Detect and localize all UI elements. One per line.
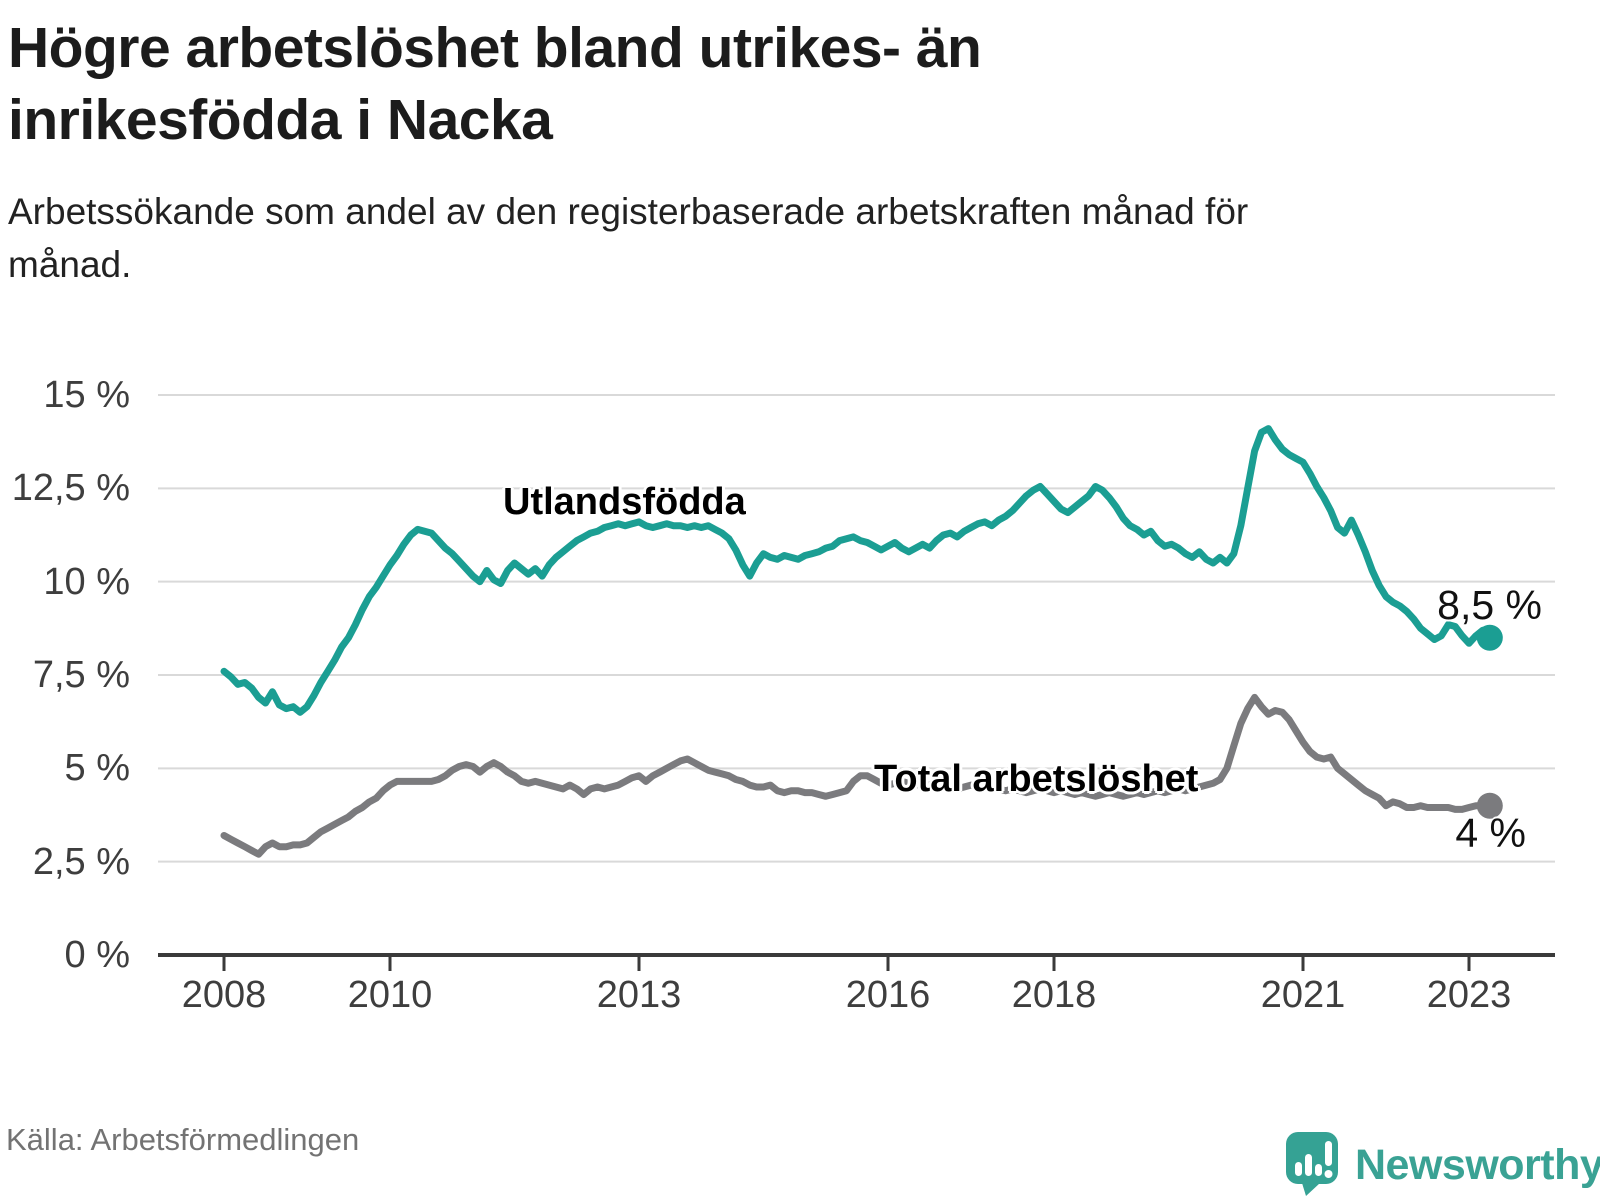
y-tick-label: 5 %	[64, 747, 130, 790]
chart-title: Högre arbetslöshet bland utrikes- än inr…	[8, 16, 982, 153]
y-tick-label: 12,5 %	[11, 467, 130, 510]
line-utlandsfodda	[220, 425, 1494, 716]
x-tick-label: 2023	[1426, 974, 1512, 1016]
y-tick-label: 15 %	[43, 374, 130, 416]
end-dot-total	[1476, 792, 1503, 819]
x-tick-label: 2018	[1011, 974, 1097, 1016]
y-tick-label: 2,5 %	[32, 840, 130, 883]
end-value-label-total: 4 %	[1455, 810, 1526, 856]
x-tick-label: 2010	[347, 974, 433, 1016]
end-value-label-utlandsfodda: 8,5 %	[1437, 582, 1542, 628]
x-tick-label: 2021	[1260, 974, 1346, 1016]
line-total	[220, 693, 1494, 858]
x-tick-label: 2016	[845, 974, 931, 1016]
series-label-utlandsfodda: Utlandsfödda	[503, 481, 746, 523]
x-tick-label: 2008	[181, 974, 267, 1016]
y-tick-label: 0 %	[64, 934, 130, 976]
newsworthy-wordmark: Newsworthy	[1355, 1140, 1600, 1189]
y-tick-label: 7,5 %	[32, 654, 130, 696]
newsworthy-logo-icon	[1286, 1132, 1338, 1196]
source-note: Källa: Arbetsförmedlingen	[6, 1122, 360, 1157]
series-label-total: Total arbetslöshet	[874, 758, 1199, 800]
newsworthy-logo: Newsworthy	[1286, 1130, 1600, 1200]
y-tick-label: 10 %	[43, 560, 130, 603]
x-tick-label: 2013	[596, 974, 682, 1016]
end-dot-utlandsfodda	[1476, 624, 1503, 651]
chart-subtitle: Arbetssökande som andel av den registerb…	[8, 191, 1249, 285]
